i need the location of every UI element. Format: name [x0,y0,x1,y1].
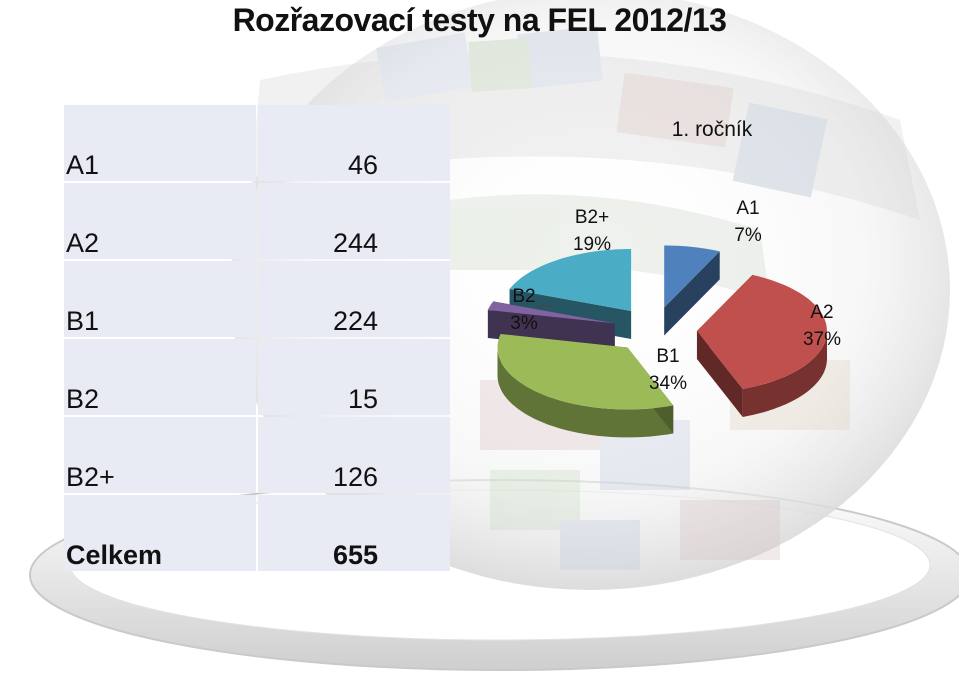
pie-slice-edge [696,330,743,417]
row-label: A1 [64,105,256,181]
pie-slice-top [696,274,827,389]
row-value: 244 [258,183,450,259]
row-label: A2 [64,183,256,259]
pie-slice-edge [664,251,720,336]
pie-slice-a1 [664,245,720,336]
row-value: 224 [258,261,450,337]
pie-slice-top [509,249,632,311]
chart-title: 1. ročník [672,118,753,141]
slice-label-percent: 34% [649,373,687,394]
row-value: 46 [258,105,450,181]
table-row: B2 15 [64,339,450,415]
pie-slice-top [487,301,615,324]
pie-slice-edge [493,301,615,352]
pie-slices [487,245,827,438]
slice-label-percent: 37% [803,329,841,350]
total-label: Celkem [64,495,256,571]
pie-slice-a2 [696,274,827,417]
slice-label-category: B2 [512,286,535,307]
row-value: 126 [258,417,450,493]
table-row: B2+ 126 [64,417,450,493]
pie-labels: A1 7% A2 37% B1 34% B2 3% B2+ 19% [510,198,841,394]
pie-slice-b1 [497,334,674,438]
slice-label-category: A1 [736,198,759,219]
pie-slice-top [664,245,720,308]
slice-label-percent: 7% [734,225,762,246]
row-value: 15 [258,339,450,415]
slice-label-category: B2+ [575,207,609,228]
slice-label-percent: 3% [510,313,538,334]
pie-slice-side [742,330,827,417]
table-row: B1 224 [64,261,450,337]
pie-slice-side [497,347,674,438]
table-row: A1 46 [64,105,450,181]
slide-title: Rozřazovací testy na FEL 2012/13 [232,2,727,38]
row-label: B2+ [64,417,256,493]
row-label: B1 [64,261,256,337]
row-label: B2 [64,339,256,415]
flag-bands [250,25,920,570]
slice-label-percent: 19% [573,234,611,255]
slice-label-category: A2 [810,302,833,323]
slice-label-category: B1 [656,346,679,367]
data-table: A1 46 A2 244 B1 224 B2 15 B2+ 126 Celkem… [62,103,452,573]
table-row: A2 244 [64,183,450,259]
table-total-row: Celkem 655 [64,495,450,571]
total-value: 655 [258,495,450,571]
pie-slice-top [497,334,674,410]
